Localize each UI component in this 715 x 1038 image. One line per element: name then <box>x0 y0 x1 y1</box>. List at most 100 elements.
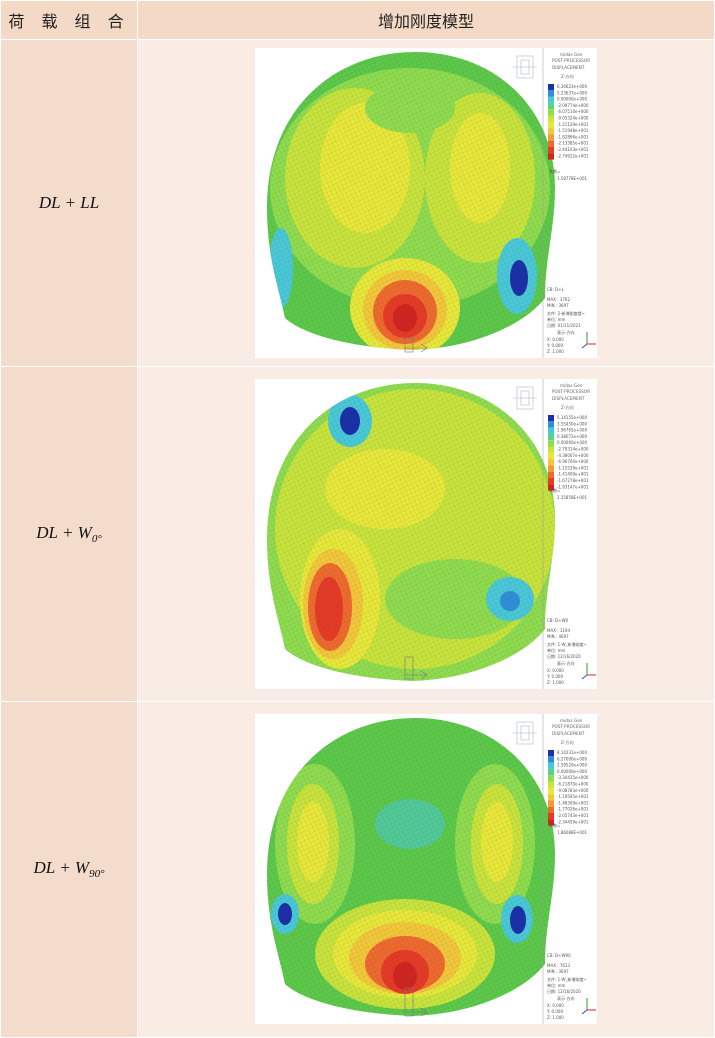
contour-plot: midas Gen POST-PROCESSOR DISPLACEMENT Z-… <box>255 378 597 689</box>
x-line: X: 0.000 <box>547 668 564 673</box>
table-row: DL + W90° <box>0 700 715 1038</box>
unit-line: 单位: mm <box>547 982 566 988</box>
unit-line: 单位: mm <box>547 316 566 322</box>
y-line: Y: 0.000 <box>546 674 563 679</box>
legend-value: -1.51948e+001 <box>557 128 589 133</box>
load-combo-subscript: 0° <box>91 532 102 545</box>
legend-value: -2.13385e+001 <box>557 141 589 146</box>
ratio-value: 2.25858E+001 <box>557 495 588 500</box>
legend-value: 0.00000e+000 <box>557 97 587 102</box>
legend-swatch <box>548 115 554 122</box>
legend-value: -1.19595e+001 <box>557 794 589 799</box>
header-model: 增加刚度模型 <box>137 0 715 41</box>
legend-swatch <box>548 819 554 826</box>
legend-swatch <box>548 769 554 776</box>
legend-value: -2.05743e+001 <box>557 813 589 818</box>
legend-value: -1.48309e+001 <box>557 801 589 806</box>
legend-swatch <box>548 439 554 447</box>
legend-value: -6.96700e+000 <box>557 459 589 464</box>
view-cube-icon <box>513 55 537 79</box>
min-line: MIN : 3697 <box>547 969 569 974</box>
software-label: midas Gen <box>560 718 583 723</box>
max-line: MAX : 1194 <box>547 628 570 633</box>
legend-value: 3.55450e+000 <box>557 421 587 426</box>
header-load-combination: 荷 载 组 合 <box>0 0 138 41</box>
legend-swatch <box>548 109 554 116</box>
legend-value: 5.14155e+000 <box>557 415 587 420</box>
legend-color-bar <box>548 414 554 491</box>
dome-contour <box>267 382 555 681</box>
min-line: MIN : 3697 <box>547 303 569 308</box>
legend-value: 6.27000e+000 <box>557 757 587 762</box>
software-label: midas Gen <box>560 52 583 57</box>
z-line: Z: 1.000 <box>547 680 564 685</box>
result-label: DISPLACEMENT <box>552 396 585 401</box>
ratio-value: 1.58778E+001 <box>557 176 588 181</box>
ratio-value: 1.86088E+001 <box>557 830 588 835</box>
legend-value: 5.23637e+000 <box>557 90 587 95</box>
contour-plot-cell: midas Gen POST-PROCESSOR DISPLACEMENT Z-… <box>137 39 715 367</box>
module-label: POST-PROCESSOR <box>552 724 590 729</box>
legend-swatch <box>548 140 554 148</box>
x-line: X: 0.000 <box>547 337 564 342</box>
view-line: 表示-方向 <box>557 995 574 1001</box>
file-line: 文件: 1-W_新增刚度~ <box>547 641 587 647</box>
date-line: 日期: 12/16/2020 <box>547 988 581 994</box>
legend-text-block: midas Gen POST-PROCESSOR DISPLACEMENT Z-… <box>546 52 590 354</box>
legend-color-bar <box>548 84 554 160</box>
legend-swatch <box>548 427 554 434</box>
legend-swatch <box>548 807 554 814</box>
view-line: 表示-方向 <box>557 660 574 666</box>
legend-swatch <box>548 781 554 789</box>
legend-swatch <box>548 102 554 110</box>
software-label: midas Gen <box>560 383 583 388</box>
legend-color-bar <box>548 750 554 826</box>
direction-label: Z-方向 <box>561 73 574 80</box>
legend-value: -1.21129e+001 <box>557 122 589 127</box>
legend-swatch <box>548 121 554 129</box>
z-line: Z: 1.000 <box>547 1015 564 1020</box>
legend-value: 0.00000e+000 <box>557 769 587 774</box>
legend-swatch <box>548 147 554 154</box>
load-combo-label: DL + W0° <box>0 365 138 702</box>
load-combo-main: DL + W <box>33 858 90 878</box>
base-marker-icon <box>404 988 428 1017</box>
legend-value: -2.44103e+001 <box>557 147 589 152</box>
legend-swatch <box>548 446 554 453</box>
load-combo-main: DL + LL <box>38 193 100 213</box>
view-line: 表示-方向 <box>557 329 574 335</box>
contour-plot: midas Gen POST-PROCESSOR DISPLACEMENT Z-… <box>255 48 597 359</box>
dome-contour <box>267 52 555 351</box>
cb-label: CB: D+L <box>547 287 565 292</box>
legend-swatch <box>548 800 554 808</box>
legend-swatch <box>548 477 554 484</box>
legend-value: -1.77026e+001 <box>557 807 589 812</box>
contour-plot-cell: midas Gen POST-PROCESSOR DISPLACEMENT Z-… <box>137 700 715 1038</box>
legend-text-block: midas Gen POST-PROCESSOR DISPLACEMENT Z-… <box>546 383 590 685</box>
legend-swatch <box>548 483 554 491</box>
min-line: MIN : 4697 <box>547 634 569 639</box>
legend-swatch <box>548 84 554 91</box>
y-line: Y: 0.000 <box>546 1009 563 1014</box>
y-line: Y: 0.000 <box>546 343 563 348</box>
legend-value: -2.09774e+000 <box>557 103 589 108</box>
base-marker-icon <box>404 337 428 353</box>
dome-contour <box>267 718 555 1017</box>
legend-swatch <box>548 794 554 801</box>
load-combo-label: DL + W90° <box>0 700 138 1038</box>
module-label: POST-PROCESSOR <box>552 58 590 63</box>
legend-swatch <box>548 458 554 466</box>
legend-swatch <box>548 471 554 478</box>
legend-value: 0.00000e+000 <box>557 440 587 445</box>
legend-value: -2.74622e+001 <box>557 153 589 158</box>
legend-value: 0.38072e+000 <box>557 434 587 439</box>
legend-swatch <box>548 153 554 160</box>
legend-swatch <box>548 433 554 440</box>
legend-swatch <box>548 90 554 97</box>
unit-line: 单位: mm <box>547 647 566 653</box>
ratio-label: 系数= <box>549 168 560 174</box>
load-combo-main: DL + W <box>36 522 92 542</box>
legend-value: -1.41409e+001 <box>557 471 589 476</box>
legend-swatch <box>548 788 554 795</box>
